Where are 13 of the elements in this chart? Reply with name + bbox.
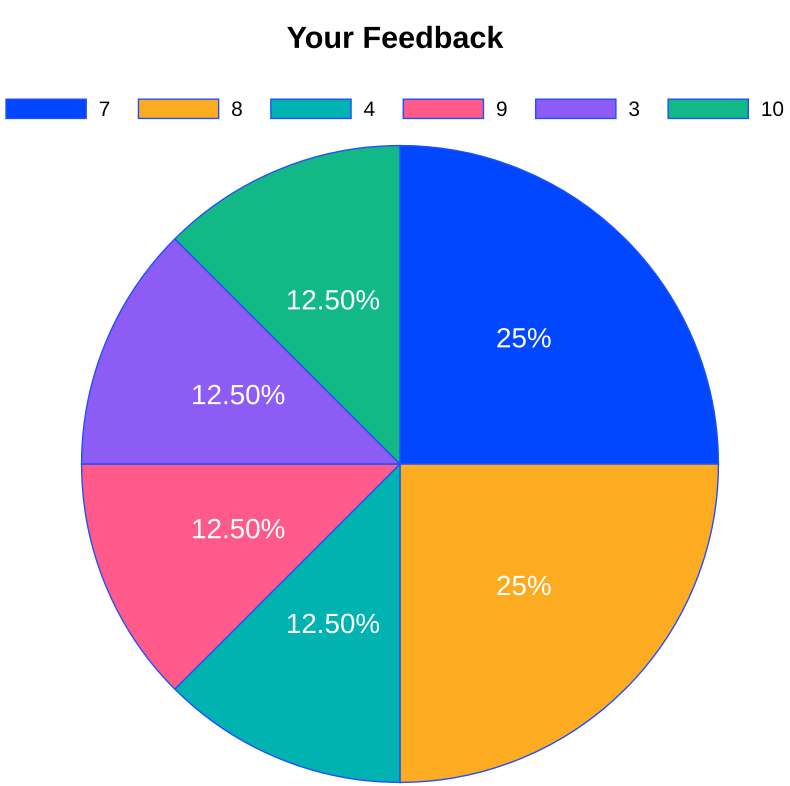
- legend-label: 8: [232, 101, 242, 116]
- legend-label: 4: [364, 102, 375, 116]
- legend-label: 10: [762, 101, 784, 116]
- chart-title: Your Feedback: [287, 26, 504, 48]
- legend-label: 7: [100, 102, 110, 116]
- data-label: 12.50%: [193, 518, 284, 538]
- data-label: 25%: [497, 328, 551, 348]
- data-label: 25%: [497, 576, 551, 596]
- data-label: 12.50%: [288, 290, 380, 310]
- legend-label: 9: [496, 101, 507, 116]
- data-label: 12.50%: [288, 614, 380, 634]
- data-label: 12.50%: [193, 384, 284, 404]
- legend-label: 3: [629, 101, 640, 116]
